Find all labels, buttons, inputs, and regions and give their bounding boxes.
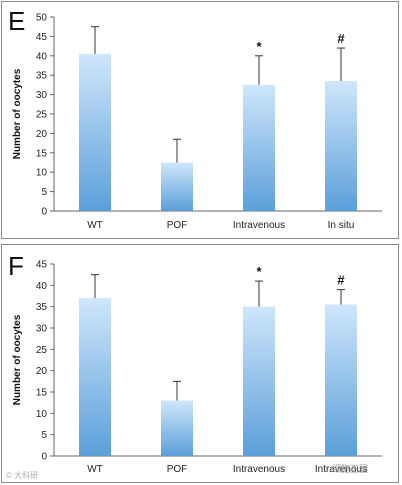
significance-marker-4: # (337, 31, 345, 46)
y-tick-label: 45 (36, 32, 48, 43)
y-tick-label: 35 (36, 71, 48, 82)
category-label-3: Intravenous (233, 464, 285, 475)
bar-3 (243, 84, 275, 211)
y-tick-label: 5 (41, 187, 47, 198)
y-tick-label: 10 (36, 168, 48, 179)
panel-label-f: F (8, 251, 24, 281)
y-tick-label: 40 (36, 51, 48, 62)
significance-marker-3: * (256, 264, 262, 279)
y-tick-label: 0 (41, 207, 47, 218)
y-tick-label: 45 (36, 260, 48, 271)
y-tick-label: 35 (36, 302, 48, 313)
bar-chart-e: E Number of oocytes 0 5 10 15 20 25 30 35 40 45 50 WT… (8, 6, 382, 231)
category-label-1: WT (87, 220, 103, 231)
y-axis-label-e: Number of oocytes (12, 68, 23, 159)
y-tick-label: 20 (36, 366, 48, 377)
bar-chart-f: F Number of oocytes 0 5 10 15 20 25 30 35 40 45 WT PO… (8, 251, 382, 475)
y-tick-label: 15 (36, 388, 48, 399)
category-label-4: Intravenous (315, 464, 367, 475)
y-tick-label: 5 (41, 430, 47, 441)
watermark-right: 细胞王国 (332, 464, 369, 474)
category-label-1: WT (87, 464, 103, 475)
y-tick-label: 30 (36, 90, 48, 101)
watermark-left: © 大科研 (6, 471, 39, 480)
y-tick-label: 50 (36, 13, 48, 24)
significance-marker-4: # (337, 273, 345, 288)
panel-label-e: E (8, 6, 25, 36)
bar-4 (325, 304, 357, 456)
y-tick-label: 25 (36, 110, 48, 121)
bar-1 (79, 298, 111, 456)
chart-panel-e: E Number of oocytes 0 5 10 15 20 25 30 35 40 45 50 WT… (1, 1, 399, 239)
category-label-3: Intravenous (233, 220, 285, 231)
y-tick-label: 15 (36, 148, 48, 159)
y-tick-label: 10 (36, 409, 48, 420)
bar-2 (161, 162, 193, 211)
y-tick-label: 40 (36, 281, 48, 292)
bar-3 (243, 306, 275, 456)
bar-4 (325, 81, 357, 212)
y-tick-label: 30 (36, 324, 48, 335)
y-tick-label: 20 (36, 129, 48, 140)
significance-marker-3: * (256, 39, 262, 54)
category-label-4: In situ (328, 220, 355, 231)
bar-1 (79, 53, 111, 211)
y-axis-label-f: Number of oocytes (12, 314, 23, 405)
category-label-2: POF (167, 464, 188, 475)
y-tick-label: 25 (36, 345, 48, 356)
y-tick-label: 0 (41, 452, 47, 463)
bar-2 (161, 400, 193, 456)
chart-panel-f: F Number of oocytes 0 5 10 15 20 25 30 35 40 45 WT PO… (1, 244, 399, 483)
category-label-2: POF (167, 220, 188, 231)
